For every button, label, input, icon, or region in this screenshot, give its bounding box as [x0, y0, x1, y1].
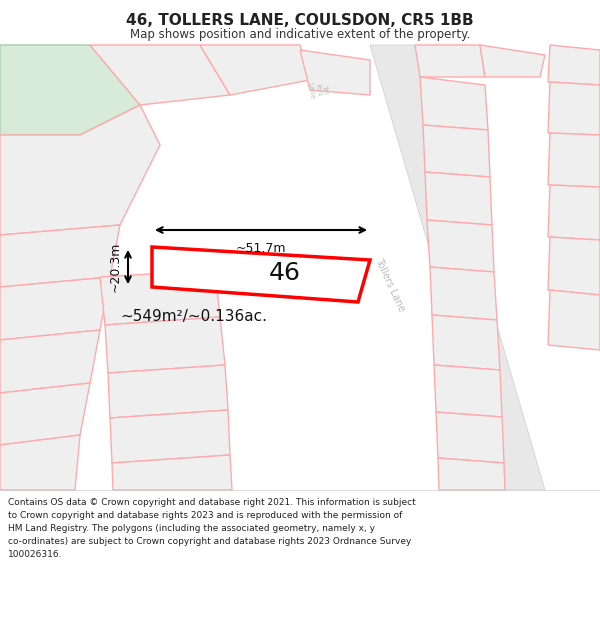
- Polygon shape: [425, 172, 492, 225]
- Polygon shape: [548, 45, 600, 85]
- Text: ~20.3m: ~20.3m: [109, 242, 122, 292]
- Polygon shape: [0, 105, 160, 235]
- Polygon shape: [0, 330, 100, 393]
- Polygon shape: [434, 365, 502, 417]
- Polygon shape: [300, 50, 370, 95]
- Polygon shape: [548, 82, 600, 135]
- Polygon shape: [548, 185, 600, 240]
- Polygon shape: [0, 435, 80, 490]
- Polygon shape: [438, 458, 505, 490]
- Polygon shape: [152, 247, 370, 302]
- Polygon shape: [430, 267, 497, 320]
- Polygon shape: [423, 125, 490, 177]
- Polygon shape: [420, 77, 488, 130]
- Polygon shape: [110, 410, 230, 463]
- Polygon shape: [0, 45, 140, 135]
- Polygon shape: [0, 277, 110, 340]
- Text: co-ordinates) are subject to Crown copyright and database rights 2023 Ordnance S: co-ordinates) are subject to Crown copyr…: [8, 537, 412, 546]
- Polygon shape: [108, 365, 228, 418]
- Text: Map shows position and indicative extent of the property.: Map shows position and indicative extent…: [130, 28, 470, 41]
- Polygon shape: [90, 45, 230, 105]
- Polygon shape: [548, 237, 600, 295]
- Polygon shape: [548, 290, 600, 350]
- Text: 100026316.: 100026316.: [8, 550, 62, 559]
- Text: 46: 46: [269, 261, 301, 285]
- Text: Contains OS data © Crown copyright and database right 2021. This information is : Contains OS data © Crown copyright and d…: [8, 498, 416, 507]
- Bar: [0, 45, 600, 490]
- Polygon shape: [480, 45, 545, 77]
- Polygon shape: [0, 225, 120, 287]
- Polygon shape: [548, 133, 600, 187]
- Text: Tollers Lane: Tollers Lane: [373, 257, 407, 313]
- Polygon shape: [370, 45, 545, 490]
- Text: HM Land Registry. The polygons (including the associated geometry, namely x, y: HM Land Registry. The polygons (includin…: [8, 524, 375, 533]
- Text: to Crown copyright and database rights 2023 and is reproduced with the permissio: to Crown copyright and database rights 2…: [8, 511, 403, 520]
- Polygon shape: [112, 455, 232, 490]
- Polygon shape: [436, 412, 504, 463]
- Polygon shape: [427, 220, 494, 272]
- Text: Tol
lers
Lane: Tol lers Lane: [307, 80, 329, 100]
- Text: 46, TOLLERS LANE, COULSDON, CR5 1BB: 46, TOLLERS LANE, COULSDON, CR5 1BB: [126, 13, 474, 28]
- Polygon shape: [200, 45, 310, 95]
- Text: ~549m²/~0.136ac.: ~549m²/~0.136ac.: [120, 309, 267, 324]
- Polygon shape: [0, 383, 90, 445]
- Polygon shape: [415, 45, 485, 77]
- Polygon shape: [100, 270, 220, 325]
- Polygon shape: [432, 315, 500, 370]
- Polygon shape: [105, 317, 225, 373]
- Text: ~51.7m: ~51.7m: [236, 242, 286, 255]
